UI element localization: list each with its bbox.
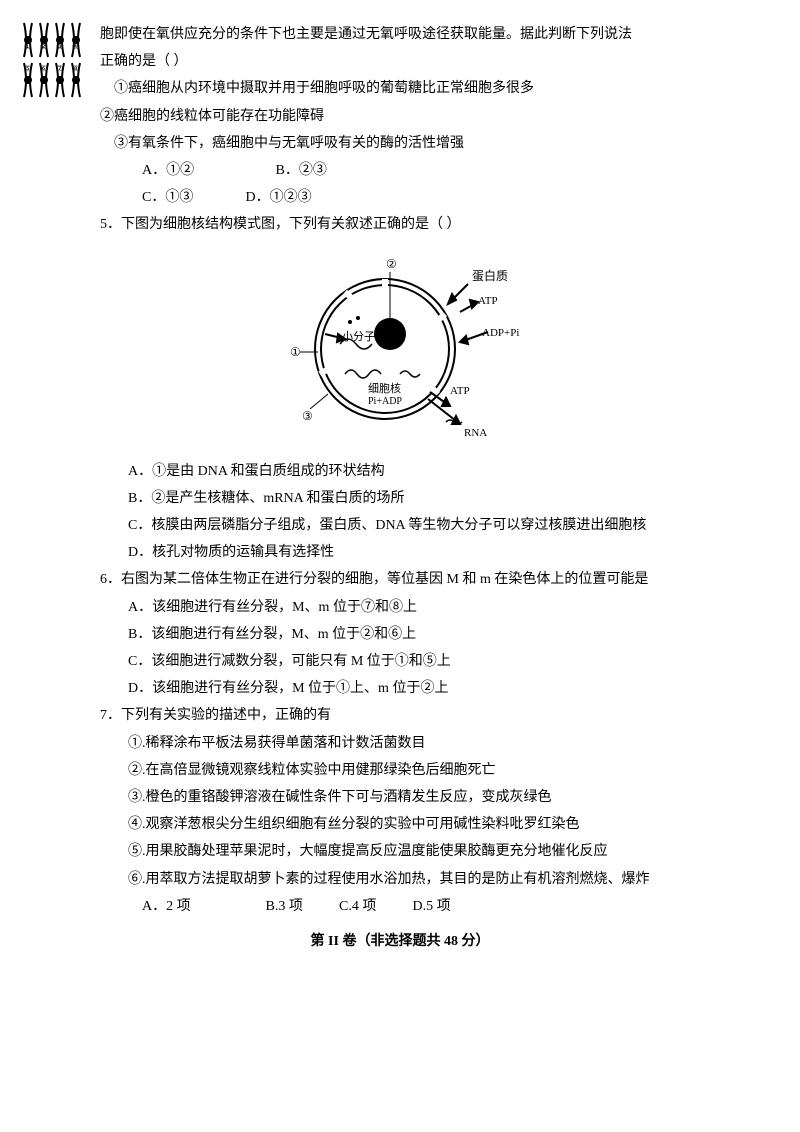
svg-text:ATP: ATP bbox=[478, 295, 498, 307]
q7-option-d: D.5 项 bbox=[413, 899, 451, 914]
nucleus-diagram: ② ① ③ 小分子 细胞核 Pi+ADP 蛋白质 ATP ADP+Pi ATP … bbox=[100, 244, 700, 453]
q5-option-c: C．核膜由两层磷脂分子组成，蛋白质、DNA 等生物大分子可以穿过核膜进出细胞核 bbox=[100, 513, 700, 538]
svg-text:③: ③ bbox=[302, 409, 313, 423]
q4-stem-line1: 胞即使在氧供应充分的条件下也主要是通过无氧呼吸途径获取能量。据此判断下列说法 bbox=[100, 22, 700, 47]
q4-stem-line2: 正确的是（ ） bbox=[100, 49, 700, 74]
q6-option-a: A．该细胞进行有丝分裂，M、m 位于⑦和⑧上 bbox=[100, 595, 700, 620]
svg-text:①: ① bbox=[290, 345, 301, 359]
q6-option-c: C．该细胞进行减数分裂，可能只有 M 位于①和⑤上 bbox=[100, 649, 700, 674]
q6-option-b: B．该细胞进行有丝分裂，M、m 位于②和⑥上 bbox=[100, 622, 700, 647]
q4-option-c: C．①③ bbox=[142, 185, 242, 210]
q4-option-a: A．①② bbox=[142, 158, 272, 183]
q7-statement-3: ③.橙色的重铬酸钾溶液在碱性条件下可与酒精发生反应，变成灰绿色 bbox=[100, 785, 700, 810]
q5-option-b: B．②是产生核糖体、mRNA 和蛋白质的场所 bbox=[100, 486, 700, 511]
q7-statement-4: ④.观察洋葱根尖分生组织细胞有丝分裂的实验中可用碱性染料吡罗红染色 bbox=[100, 812, 700, 837]
q4-option-d: D．①②③ bbox=[246, 190, 312, 205]
q4-statement-1: ①癌细胞从内环境中摄取并用于细胞呼吸的葡萄糖比正常细胞多很多 bbox=[100, 76, 700, 101]
q7-statement-5: ⑤.用果胶酶处理苹果泥时，大幅度提高反应温度能使果胶酶更充分地催化反应 bbox=[100, 839, 700, 864]
q5-stem: 5．下图为细胞核结构模式图，下列有关叙述正确的是（ ） bbox=[100, 212, 700, 237]
q7-statement-1: ①.稀释涂布平板法易获得单菌落和计数活菌数目 bbox=[100, 731, 700, 756]
q4-statement-3: ③有氧条件下，癌细胞中与无氧呼吸有关的酶的活性增强 bbox=[100, 131, 700, 156]
q7-option-a: A．2 项 bbox=[142, 894, 262, 919]
svg-text:Pi+ADP: Pi+ADP bbox=[368, 396, 402, 407]
svg-text:②: ② bbox=[386, 257, 397, 271]
q5-option-d: D．核孔对物质的运输具有选择性 bbox=[100, 540, 700, 565]
svg-text:小分子: 小分子 bbox=[342, 330, 375, 343]
q5-option-a: A．①是由 DNA 和蛋白质组成的环状结构 bbox=[100, 459, 700, 484]
svg-text:ATP: ATP bbox=[450, 385, 470, 397]
q4-option-b: B．②③ bbox=[276, 163, 327, 178]
svg-text:蛋白质: 蛋白质 bbox=[472, 268, 508, 283]
section-2-title: 第 II 卷（非选择题共 48 分） bbox=[100, 929, 700, 954]
svg-text:细胞核: 细胞核 bbox=[368, 381, 401, 395]
q6-option-d: D．该细胞进行有丝分裂，M 位于①上、m 位于②上 bbox=[100, 676, 700, 701]
q7-statement-2: ②.在高倍显微镜观察线粒体实验中用健那绿染色后细胞死亡 bbox=[100, 758, 700, 783]
q7-option-c: C.4 项 bbox=[339, 894, 409, 919]
svg-text:RNA: RNA bbox=[464, 427, 487, 439]
q7-stem: 7．下列有关实验的描述中，正确的有 bbox=[100, 703, 700, 728]
q7-option-b: B.3 项 bbox=[266, 894, 336, 919]
q7-statement-6: ⑥.用萃取方法提取胡萝卜素的过程使用水浴加热，其目的是防止有机溶剂燃烧、爆炸 bbox=[100, 867, 700, 892]
svg-text:ADP+Pi: ADP+Pi bbox=[482, 327, 519, 339]
q4-statement-2: ②癌细胞的线粒体可能存在功能障碍 bbox=[100, 104, 700, 129]
q6-stem: 6．右图为某二倍体生物正在进行分裂的细胞，等位基因 M 和 m 在染色体上的位置… bbox=[100, 567, 700, 592]
